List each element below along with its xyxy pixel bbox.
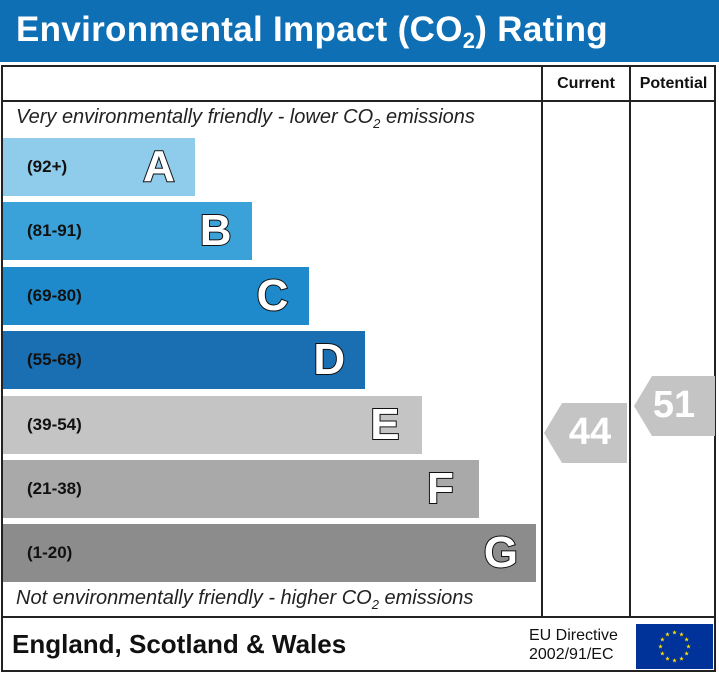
- eu-star: [672, 630, 677, 635]
- band-range-a: (92+): [27, 157, 68, 176]
- eu-star: [658, 644, 663, 649]
- band-d: (55-68) D: [3, 331, 366, 390]
- eu-directive-line1: EU Directive: [529, 627, 618, 644]
- band-letter-f: F: [426, 463, 455, 514]
- eu-star: [665, 631, 670, 637]
- band-range-b: (81-91): [27, 221, 82, 241]
- eu-star: [672, 658, 677, 663]
- band-letter-e: E: [369, 399, 400, 450]
- band-range-e: (39-54): [27, 414, 82, 434]
- country-label: England, Scotland & Wales: [12, 629, 347, 659]
- band-range-d: (55-68): [27, 350, 82, 370]
- band-a: (92+) A: [3, 138, 195, 196]
- eu-star: [665, 656, 670, 661]
- eu-flag-icon: [636, 624, 713, 669]
- band-range-f: (21-38): [27, 479, 82, 498]
- header-row-divider: [1, 100, 716, 102]
- band-f: (21-38) F: [3, 460, 479, 518]
- potential-rating-arrow: [634, 376, 715, 436]
- potential-column-divider: [629, 65, 631, 618]
- band-b: (81-91) B: [3, 202, 252, 261]
- band-range-c: (69-80): [27, 285, 82, 305]
- eu-star: [686, 644, 691, 649]
- eu-star: [660, 651, 665, 656]
- eu-directive-text: EU Directive 2002/91/EC: [529, 626, 618, 664]
- band-g: (1-20) G: [3, 524, 536, 583]
- eu-star: [684, 637, 689, 642]
- footer-divider: [1, 616, 716, 618]
- potential-rating-value: 51: [652, 384, 696, 426]
- eu-directive-line2: 2002/91/EC: [529, 646, 614, 663]
- potential-column-header: Potential: [639, 75, 708, 92]
- top-note: Very environmentally friendly - lower CO…: [16, 106, 475, 131]
- band-letter-c: C: [256, 270, 290, 321]
- eu-star: [679, 656, 684, 661]
- eu-star: [684, 651, 689, 656]
- header-bar: Environmental Impact (CO2) Rating: [0, 0, 719, 62]
- current-rating-arrow: [544, 403, 627, 463]
- band-e: (39-54) E: [3, 395, 423, 454]
- bottom-note: Not environmentally friendly - higher CO…: [16, 587, 474, 612]
- page-title: Environmental Impact (CO2) Rating: [16, 10, 608, 53]
- band-letter-d: D: [312, 334, 346, 385]
- eu-star: [679, 631, 684, 637]
- band-letter-g: G: [483, 527, 519, 578]
- band-letter-a: A: [142, 141, 176, 192]
- rating-frame: [1, 65, 716, 672]
- eu-star: [660, 637, 665, 642]
- current-rating-value: 44: [568, 411, 612, 453]
- current-column-divider: [541, 65, 543, 618]
- band-letter-b: B: [199, 205, 233, 256]
- current-column-header: Current: [557, 75, 615, 92]
- band-range-g: (1-20): [27, 543, 73, 563]
- band-c: (69-80) C: [3, 266, 309, 325]
